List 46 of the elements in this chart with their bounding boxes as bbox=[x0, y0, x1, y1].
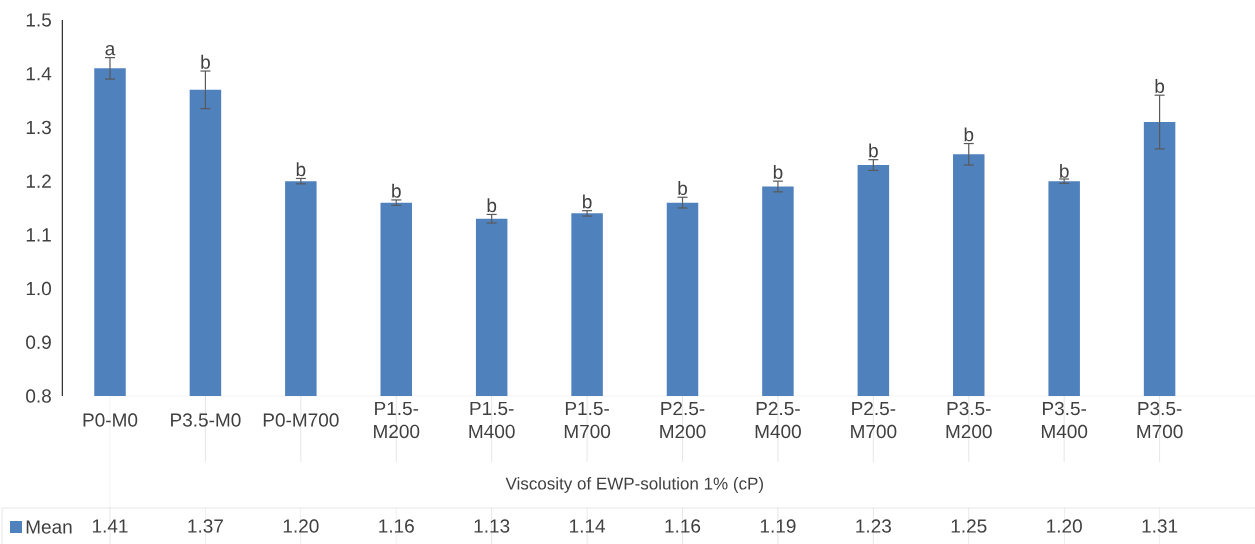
x-tick-label: P2.5-M700 bbox=[851, 401, 897, 439]
y-tick-label: 0.8 bbox=[26, 389, 51, 403]
data-label: 1.20 bbox=[1047, 519, 1082, 533]
data-label: 1.31 bbox=[1142, 519, 1178, 533]
x-tick-label: P3.5-M700 bbox=[1137, 401, 1183, 439]
annotation: b bbox=[773, 164, 783, 179]
x-tick-label: P0-M700 bbox=[263, 413, 339, 427]
y-tick-label: 1.5 bbox=[26, 13, 51, 27]
x-tick-label: P2.5-M200 bbox=[660, 401, 706, 439]
x-tick-label: P1.5-M200 bbox=[374, 401, 420, 439]
data-label: 1.19 bbox=[760, 519, 796, 533]
y-tick-label: 1.4 bbox=[26, 67, 52, 81]
x-axis-title: Viscosity of EWP-solution 1% (cP) bbox=[505, 477, 763, 493]
annotation: b bbox=[1155, 79, 1165, 93]
annotation: b bbox=[392, 183, 401, 198]
y-tick-label: 1.3 bbox=[26, 120, 51, 135]
annotation: b bbox=[487, 198, 497, 213]
data-label: 1.14 bbox=[570, 519, 606, 533]
data-label: 1.16 bbox=[379, 519, 414, 533]
annotation: b bbox=[583, 194, 592, 209]
annotation: b bbox=[296, 162, 306, 177]
legend-label: Mean bbox=[26, 520, 72, 534]
data-label: 1.23 bbox=[856, 519, 891, 533]
data-label: 1.20 bbox=[283, 519, 319, 533]
x-tick-label: P1.5-M700 bbox=[564, 401, 611, 439]
y-tick-label: 1.1 bbox=[26, 228, 51, 242]
x-tick-label: P3.5-M200 bbox=[946, 401, 992, 439]
data-label: 1.37 bbox=[188, 519, 223, 533]
annotation: b bbox=[201, 54, 210, 69]
x-tick-label: P0-M0 bbox=[83, 413, 138, 427]
x-tick-label: P3.5-M400 bbox=[1041, 401, 1088, 439]
data-label: 1.16 bbox=[665, 519, 701, 533]
x-tick-label: P2.5-M400 bbox=[755, 401, 801, 439]
y-tick-label: 1.0 bbox=[26, 281, 52, 296]
annotation: b bbox=[1060, 163, 1069, 178]
x-tick-label: P3.5-M0 bbox=[171, 413, 241, 427]
x-tick-label: P1.5-M400 bbox=[469, 401, 515, 439]
data-label: 1.41 bbox=[92, 519, 128, 533]
annotation: b bbox=[678, 181, 687, 196]
y-tick-label: 1.2 bbox=[26, 174, 51, 188]
y-tick-label: 0.9 bbox=[26, 335, 51, 350]
data-label: 1.13 bbox=[474, 519, 510, 533]
annotation: b bbox=[964, 127, 974, 142]
annotation: a bbox=[105, 44, 116, 56]
annotation: b bbox=[869, 143, 878, 158]
data-label: 1.25 bbox=[951, 519, 987, 533]
